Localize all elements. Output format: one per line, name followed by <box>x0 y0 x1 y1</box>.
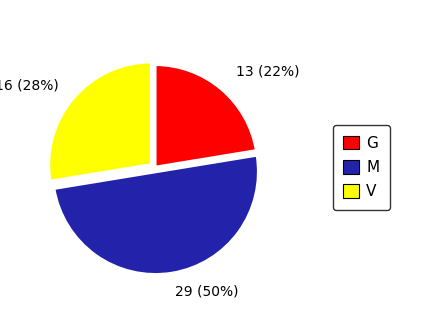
Text: 16 (28%): 16 (28%) <box>0 79 59 93</box>
Wedge shape <box>155 64 257 168</box>
Wedge shape <box>54 155 259 275</box>
Text: 13 (22%): 13 (22%) <box>237 65 300 78</box>
Wedge shape <box>49 62 152 182</box>
Legend: G, M, V: G, M, V <box>333 125 390 210</box>
Text: 29 (50%): 29 (50%) <box>175 285 239 299</box>
